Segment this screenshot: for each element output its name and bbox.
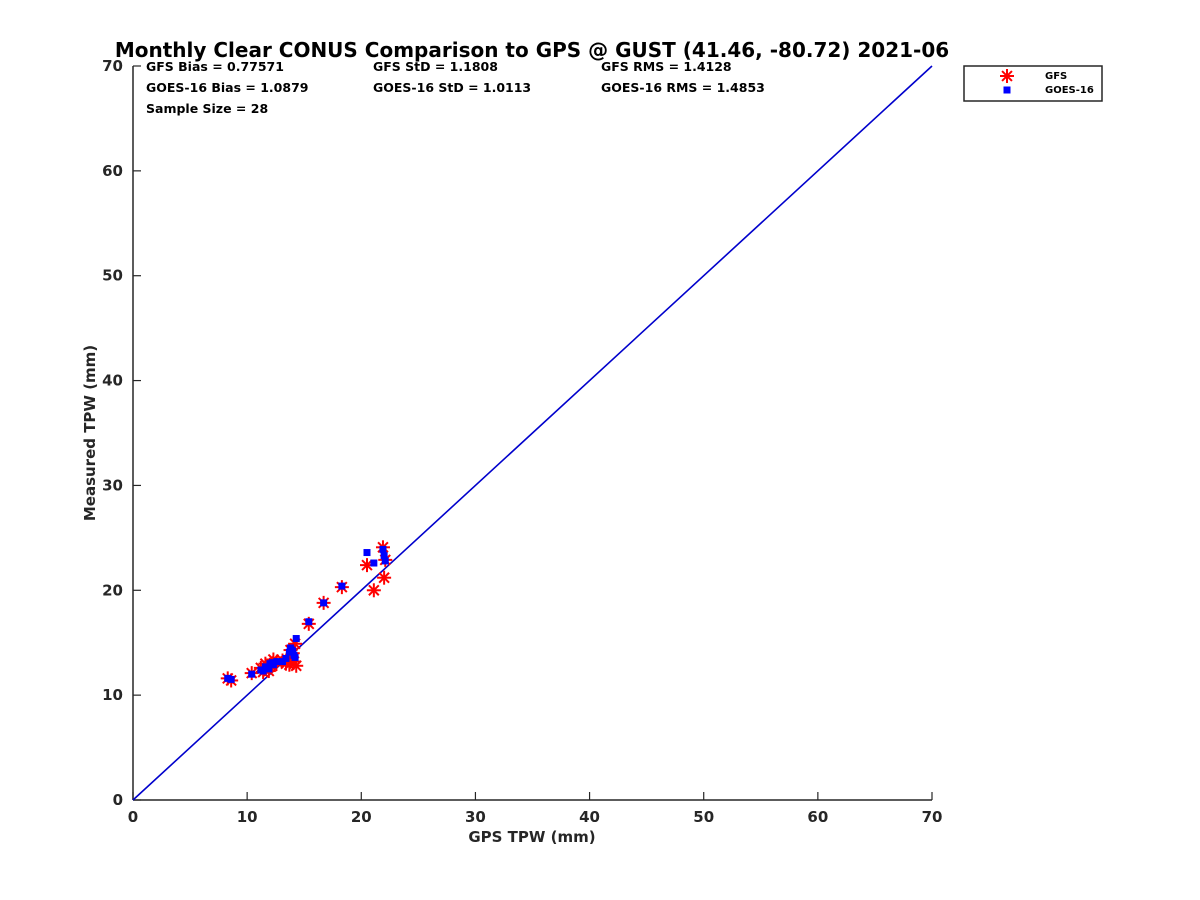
y-tick-label: 60 [102, 162, 123, 180]
legend-gfs-marker [1000, 69, 1014, 83]
goes-16-point [370, 559, 378, 567]
goes-16-point [289, 647, 297, 655]
legend-goes-square [1003, 86, 1011, 94]
reference-line-group [132, 65, 933, 801]
goes-16-point [292, 635, 300, 643]
x-tick-label: 20 [351, 808, 372, 826]
gfs-point [377, 570, 392, 585]
goes-16-point [338, 582, 346, 590]
y-tick-label: 40 [102, 372, 123, 390]
y-tick-label: 10 [102, 686, 123, 704]
goes-16-point [269, 661, 277, 669]
data-points [220, 540, 393, 688]
goes-std-text: GOES-16 StD = 1.0113 [373, 80, 531, 95]
goes-16-point [363, 549, 371, 557]
goes-16-point [381, 557, 389, 565]
x-tick-label: 0 [128, 808, 138, 826]
gfs-bias-text: GFS Bias = 0.77571 [146, 59, 284, 74]
goes-16-point [227, 675, 235, 683]
y-tick-label: 50 [102, 267, 123, 285]
gfs-point [366, 583, 381, 598]
goes-rms-text: GOES-16 RMS = 1.4853 [601, 80, 765, 95]
y-tick-label: 30 [102, 476, 123, 494]
x-tick-label: 40 [579, 808, 600, 826]
y-tick-label: 70 [102, 57, 123, 75]
y-tick-label: 0 [113, 791, 123, 809]
x-tick-label: 10 [237, 808, 258, 826]
goes-16-point [248, 670, 256, 678]
axes: 0 10 20 30 40 50 60 70 0 10 20 30 40 50 60 70 [102, 57, 942, 826]
sample-size-text: Sample Size = 28 [146, 101, 268, 116]
gfs-std-text: GFS StD = 1.1808 [373, 59, 498, 74]
goes-bias-text: GOES-16 Bias = 1.0879 [146, 80, 308, 95]
one-to-one-line [132, 65, 933, 801]
goes-16-point [379, 545, 387, 553]
legend-box [963, 65, 1103, 102]
gfs-rms-text: GFS RMS = 1.4128 [601, 59, 732, 74]
legend-goes-marker [1003, 86, 1011, 94]
goes-16-point [320, 599, 328, 607]
gfs-point [289, 658, 304, 673]
x-tick-label: 70 [922, 808, 943, 826]
goes-16-point [380, 552, 388, 560]
x-tick-label: 50 [693, 808, 714, 826]
goes-16-point [291, 653, 299, 661]
goes-16-point [265, 665, 273, 673]
stats-block: GFS Bias = 0.77571 GFS StD = 1.1808 GFS … [146, 59, 765, 116]
legend-goes-label: GOES-16 [1045, 85, 1094, 96]
legend-gfs-label: GFS [1045, 71, 1067, 82]
goes-16-point [259, 667, 267, 675]
goes-16-point [305, 618, 313, 626]
goes-16-point [279, 658, 287, 666]
legend-gfs-asterisk [1000, 69, 1014, 83]
x-tick-label: 60 [807, 808, 828, 826]
y-tick-label: 20 [102, 581, 123, 599]
y-axis-label: Measured TPW (mm) [81, 345, 99, 521]
x-tick-label: 30 [465, 808, 486, 826]
chart-title: Monthly Clear CONUS Comparison to GPS @ … [115, 38, 949, 62]
legend: GFS GOES-16 [963, 65, 1103, 102]
x-axis-label: GPS TPW (mm) [468, 828, 595, 846]
